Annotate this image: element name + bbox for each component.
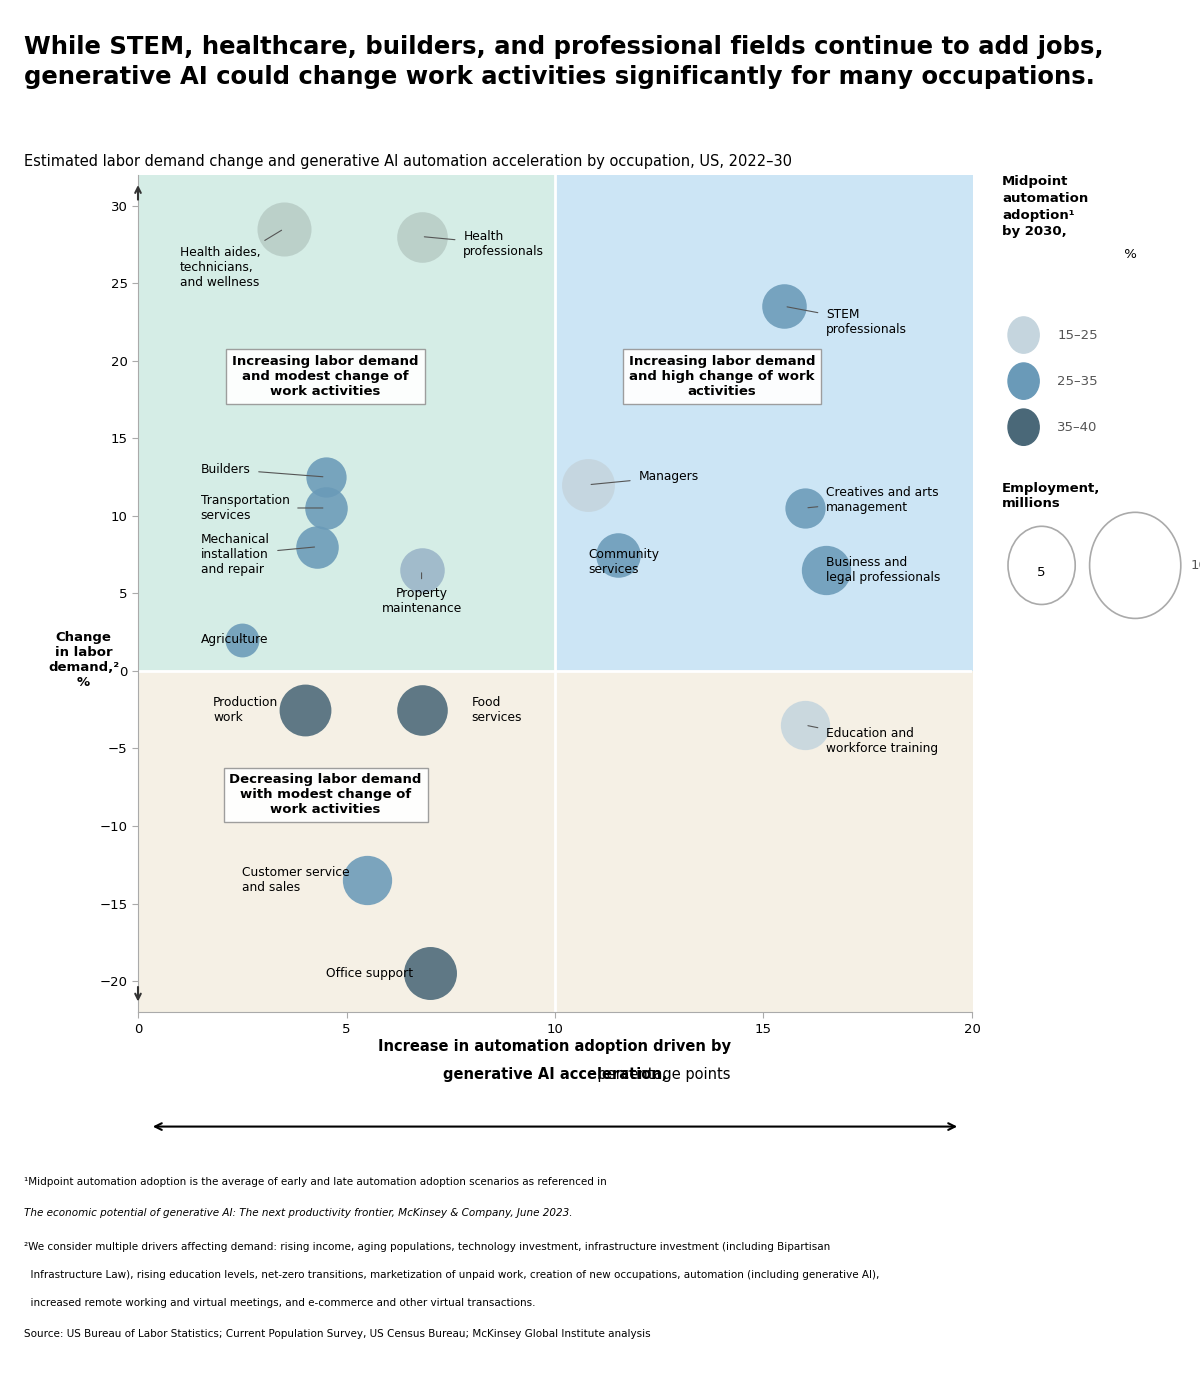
Text: Source: US Bureau of Labor Statistics; Current Population Survey, US Census Bure: Source: US Bureau of Labor Statistics; C…: [24, 1329, 650, 1339]
Text: Education and
workforce training: Education and workforce training: [808, 726, 938, 755]
Text: ¹Midpoint automation adoption is the average of early and late automation adopti: ¹Midpoint automation adoption is the ave…: [24, 1177, 610, 1187]
Text: Office support: Office support: [325, 967, 413, 980]
Text: Customer service
and sales: Customer service and sales: [242, 867, 350, 895]
Point: [295, 698, 314, 720]
Text: Property
maintenance: Property maintenance: [382, 572, 462, 616]
Point: [412, 225, 431, 247]
Text: Business and
legal professionals: Business and legal professionals: [826, 556, 941, 584]
Text: 5: 5: [1037, 565, 1046, 579]
Text: While STEM, healthcare, builders, and professional fields continue to add jobs,
: While STEM, healthcare, builders, and pr…: [24, 35, 1104, 88]
Text: Production
work: Production work: [214, 695, 278, 723]
Text: Midpoint
automation
adoption¹
by 2030,: Midpoint automation adoption¹ by 2030,: [1002, 174, 1088, 239]
Point: [275, 218, 294, 240]
Point: [316, 497, 335, 519]
Point: [796, 713, 815, 736]
Point: [578, 473, 598, 496]
Point: [796, 497, 815, 519]
Text: Decreasing labor demand
with modest change of
work activities: Decreasing labor demand with modest chan…: [229, 773, 422, 817]
Point: [316, 466, 335, 489]
Text: 35–40: 35–40: [1057, 420, 1098, 434]
Point: [775, 295, 794, 317]
Text: ²We consider multiple drivers affecting demand: rising income, aging populations: ²We consider multiple drivers affecting …: [24, 1242, 830, 1252]
Text: Increasing labor demand
and high change of work
activities: Increasing labor demand and high change …: [629, 355, 815, 398]
Text: increased remote working and virtual meetings, and e‐commerce and other virtual : increased remote working and virtual mee…: [24, 1298, 535, 1308]
Text: Increase in automation adoption driven by: Increase in automation adoption driven b…: [378, 1039, 732, 1054]
Point: [412, 698, 431, 720]
Text: Community
services: Community services: [588, 549, 659, 577]
Text: Employment,
millions: Employment, millions: [1002, 482, 1100, 510]
Text: Food
services: Food services: [472, 695, 522, 723]
Point: [358, 870, 377, 892]
Text: Infrastructure Law), rising education levels, net-zero transitions, marketizatio: Infrastructure Law), rising education le…: [24, 1270, 880, 1280]
Text: Health
professionals: Health professionals: [425, 230, 545, 258]
Text: percentage points: percentage points: [379, 1067, 731, 1082]
Point: [307, 536, 326, 558]
Text: generative AI acceleration,: generative AI acceleration,: [443, 1067, 667, 1082]
Point: [816, 558, 835, 581]
Text: 25–35: 25–35: [1057, 374, 1098, 388]
Point: [412, 558, 431, 581]
Text: Mechanical
installation
and repair: Mechanical installation and repair: [200, 533, 314, 577]
Text: Agriculture: Agriculture: [200, 634, 268, 646]
Text: Transportation
services: Transportation services: [200, 494, 323, 522]
Text: %: %: [1120, 248, 1136, 261]
Text: Managers: Managers: [592, 470, 698, 484]
Text: Creatives and arts
management: Creatives and arts management: [808, 486, 938, 514]
Point: [608, 543, 628, 565]
Point: [233, 628, 252, 651]
Text: Health aides,
technicians,
and wellness: Health aides, technicians, and wellness: [180, 230, 282, 289]
Text: STEM
professionals: STEM professionals: [787, 307, 907, 336]
Point: [420, 962, 439, 984]
Text: The economic potential of generative AI: The next productivity frontier, McKinse: The economic potential of generative AI:…: [24, 1208, 572, 1217]
Text: 10: 10: [1190, 558, 1200, 572]
Text: Builders: Builders: [200, 462, 323, 477]
Text: Increasing labor demand
and modest change of
work activities: Increasing labor demand and modest chang…: [233, 355, 419, 398]
Text: 15–25: 15–25: [1057, 328, 1098, 342]
Text: Estimated labor demand change and generative AI automation acceleration by occup: Estimated labor demand change and genera…: [24, 154, 792, 169]
Text: Change
in labor
demand,²
%: Change in labor demand,² %: [48, 631, 119, 690]
